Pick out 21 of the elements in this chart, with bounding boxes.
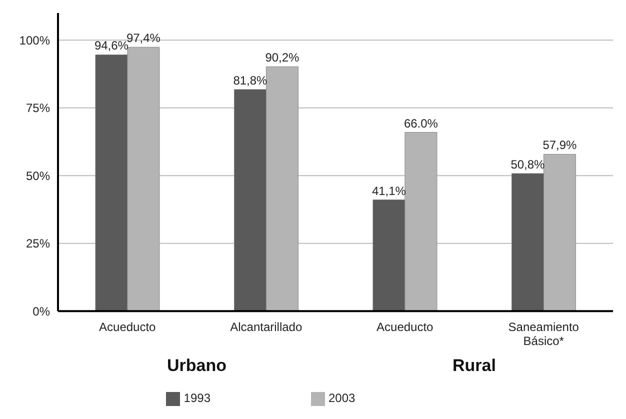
x-tick-label: Saneamiento Básico* xyxy=(508,320,580,348)
y-tick-label: 25% xyxy=(26,236,50,251)
y-tick-label: 75% xyxy=(26,101,50,116)
x-tick-label: Acueducto xyxy=(99,320,156,334)
x-tick-label: Alcantarillado xyxy=(230,320,302,334)
data-label: 57,9% xyxy=(542,138,578,152)
y-tick-label: 50% xyxy=(26,168,50,183)
legend-label: 2003 xyxy=(328,391,356,406)
legend-label: 1993 xyxy=(184,391,210,406)
y-tick-label: 0% xyxy=(32,304,50,318)
data-label: 90,2% xyxy=(265,50,300,65)
data-label: 81,8% xyxy=(233,73,268,88)
x-tick-label: Acueducto xyxy=(376,320,434,334)
text: Rural xyxy=(452,356,496,376)
data-label: 41,1% xyxy=(372,184,406,198)
data-label: 97,4% xyxy=(126,31,161,46)
data-label: 66.0% xyxy=(404,116,438,130)
data-label: 50,8% xyxy=(510,157,546,172)
data-label: 94,6% xyxy=(94,38,129,53)
text: Urbano xyxy=(167,356,226,376)
y-tick-label: 100% xyxy=(19,33,50,48)
